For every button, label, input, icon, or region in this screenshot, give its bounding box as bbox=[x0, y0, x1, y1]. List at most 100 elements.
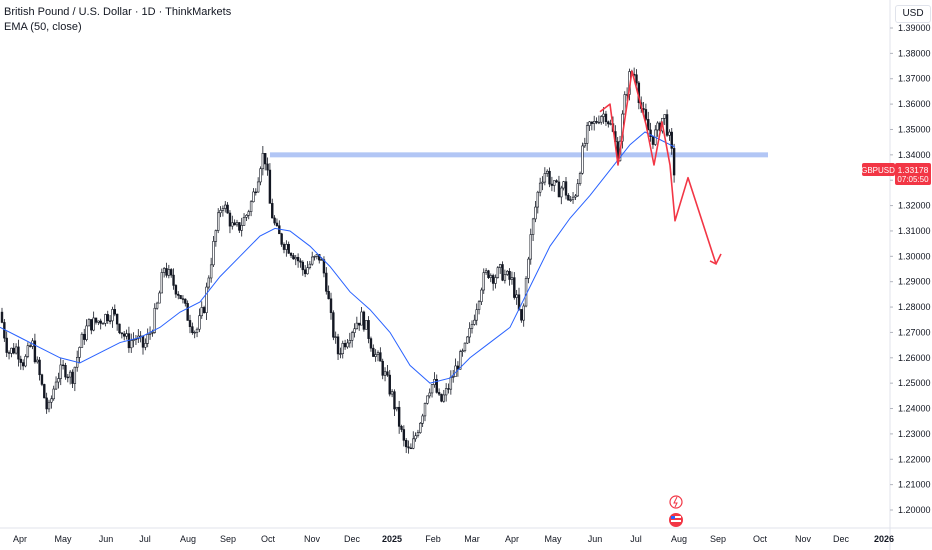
price-axis[interactable]: 1.39000 1.38000 1.37000 1.36000 1.35000 1.340… bbox=[890, 23, 931, 515]
candle-down bbox=[6, 338, 8, 352]
currency-selector[interactable]: USD bbox=[895, 5, 931, 23]
candle-up bbox=[511, 278, 513, 280]
price-tick-label: 1.34000 bbox=[898, 150, 931, 160]
candle-down bbox=[229, 213, 231, 226]
candle-up bbox=[575, 196, 577, 197]
time-tick-label: Jun bbox=[588, 534, 603, 544]
candle-down bbox=[46, 398, 48, 409]
candle-up bbox=[598, 122, 600, 123]
time-tick-label: 2026 bbox=[874, 534, 894, 544]
candle-up bbox=[159, 293, 161, 303]
candle-down bbox=[121, 333, 123, 334]
candle-up bbox=[48, 402, 50, 409]
dividend-event-icon[interactable] bbox=[670, 496, 682, 508]
candle-up bbox=[422, 416, 424, 423]
candle-up bbox=[196, 329, 198, 332]
event-icons[interactable] bbox=[669, 496, 683, 527]
candle-down bbox=[173, 275, 175, 285]
candle-down bbox=[330, 299, 332, 313]
candle-up bbox=[311, 257, 313, 264]
candle-down bbox=[607, 122, 609, 124]
candle-up bbox=[495, 278, 497, 284]
candle-down bbox=[267, 164, 269, 170]
candle-down bbox=[109, 321, 111, 322]
candle-up bbox=[50, 399, 52, 402]
candle-up bbox=[499, 265, 501, 268]
candle-down bbox=[67, 377, 69, 378]
candle-down bbox=[370, 339, 372, 349]
candle-down bbox=[269, 170, 271, 203]
candle-up bbox=[506, 271, 508, 274]
candle-down bbox=[492, 275, 494, 283]
candle-down bbox=[288, 244, 290, 253]
candle-down bbox=[114, 309, 116, 314]
candle-down bbox=[398, 407, 400, 426]
time-tick-label: Feb bbox=[425, 534, 441, 544]
candle-up bbox=[321, 260, 323, 261]
time-tick-label: Apr bbox=[505, 534, 519, 544]
candle-up bbox=[466, 337, 468, 343]
candle-up bbox=[384, 372, 386, 376]
candle-down bbox=[189, 320, 191, 326]
candle-down bbox=[297, 257, 299, 261]
candle-up bbox=[152, 332, 154, 333]
candle-down bbox=[403, 430, 405, 441]
candle-up bbox=[361, 312, 363, 325]
candle-down bbox=[227, 205, 229, 213]
price-tick-label: 1.21000 bbox=[898, 480, 931, 490]
candle-down bbox=[652, 137, 654, 145]
candle-down bbox=[389, 375, 391, 394]
time-tick-label: Nov bbox=[795, 534, 812, 544]
candle-up bbox=[97, 321, 99, 322]
candle-up bbox=[469, 328, 471, 337]
price-tick-label: 1.36000 bbox=[898, 99, 931, 109]
candle-up bbox=[253, 192, 255, 202]
candle-up bbox=[130, 341, 132, 348]
candle-down bbox=[567, 195, 569, 200]
candle-up bbox=[525, 278, 527, 306]
candle-up bbox=[600, 117, 602, 123]
candle-up bbox=[579, 173, 581, 183]
candle-up bbox=[307, 268, 309, 274]
candle-up bbox=[340, 354, 342, 355]
candle-up bbox=[220, 210, 222, 212]
candle-up bbox=[476, 310, 478, 321]
candle-up bbox=[27, 346, 29, 357]
candle-up bbox=[497, 268, 499, 278]
candlestick-series bbox=[1, 68, 675, 454]
candle-down bbox=[62, 365, 64, 366]
price-tag-value: 1.33178 bbox=[898, 165, 929, 175]
candle-up bbox=[213, 241, 215, 265]
price-tick-label: 1.28000 bbox=[898, 302, 931, 312]
symbol-title[interactable]: British Pound / U.S. Dollar · 1D · Think… bbox=[4, 5, 231, 20]
candle-down bbox=[290, 253, 292, 255]
candle-up bbox=[105, 314, 107, 323]
candle-down bbox=[1, 312, 3, 322]
candle-up bbox=[199, 316, 201, 329]
candle-up bbox=[535, 207, 537, 219]
indicator-label[interactable]: EMA (50, close) bbox=[4, 20, 231, 35]
candle-up bbox=[664, 115, 666, 119]
candle-down bbox=[116, 314, 118, 324]
candle-down bbox=[184, 299, 186, 303]
candle-up bbox=[417, 433, 419, 436]
candle-up bbox=[478, 302, 480, 310]
candle-up bbox=[314, 256, 316, 257]
flag-stripe bbox=[671, 520, 681, 522]
price-tag-symbol: GBPUSD bbox=[861, 166, 895, 175]
candle-down bbox=[302, 262, 304, 270]
time-tick-label: Oct bbox=[753, 534, 768, 544]
candle-up bbox=[58, 379, 60, 382]
time-axis[interactable]: Apr May Jun Jul Aug Sep Oct Nov Dec 2025 Feb Mar Apr… bbox=[13, 534, 894, 544]
candle-down bbox=[382, 361, 384, 375]
candle-up bbox=[11, 348, 13, 353]
candle-up bbox=[445, 389, 447, 395]
price-tick-label: 1.22000 bbox=[898, 454, 931, 464]
candle-down bbox=[332, 313, 334, 338]
candle-down bbox=[271, 203, 273, 218]
candle-down bbox=[448, 389, 450, 390]
candle-up bbox=[79, 347, 81, 357]
candle-up bbox=[309, 264, 311, 268]
candle-down bbox=[177, 294, 179, 295]
